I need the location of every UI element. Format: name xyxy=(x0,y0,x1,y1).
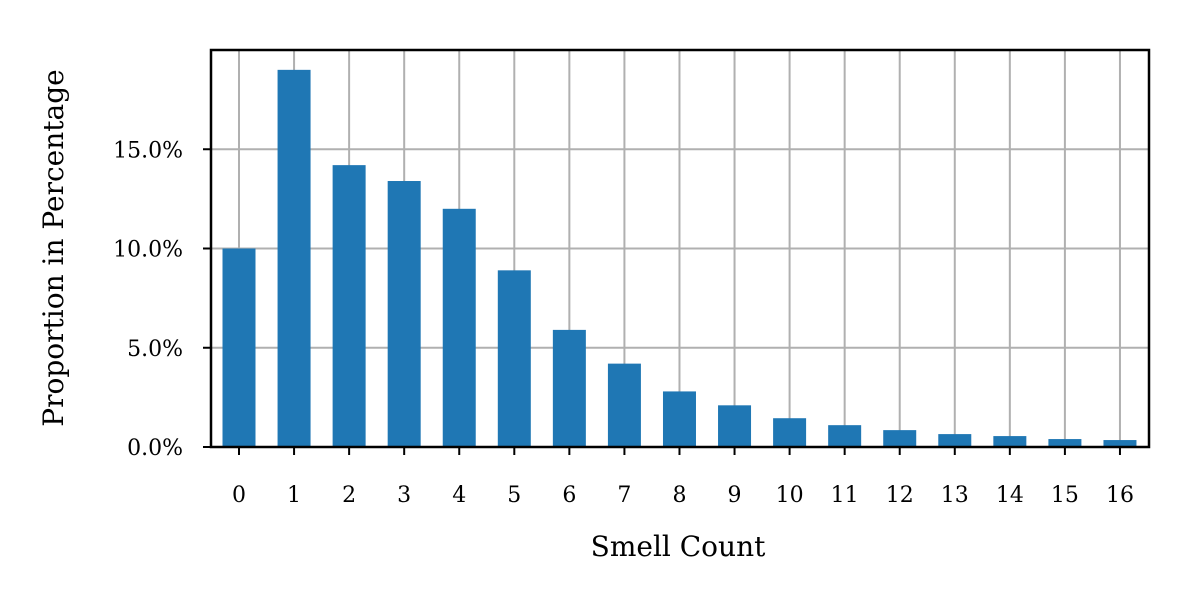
x-tick-label: 0 xyxy=(232,483,246,508)
x-tick-label: 12 xyxy=(886,483,914,508)
bar-1 xyxy=(277,69,311,447)
bar-11 xyxy=(828,425,862,447)
bar-2 xyxy=(332,165,366,447)
y-axis-label: Proportion in Percentage xyxy=(37,69,70,426)
bar-10 xyxy=(773,418,807,447)
x-tick-label: 13 xyxy=(941,483,969,508)
bar-4 xyxy=(442,208,476,447)
x-tick-label: 8 xyxy=(672,483,686,508)
bar-13 xyxy=(938,434,972,447)
bars xyxy=(222,69,1137,447)
bar-5 xyxy=(497,270,531,447)
x-tick-label: 1 xyxy=(287,483,301,508)
x-tick-label: 10 xyxy=(776,483,804,508)
x-tick-label: 4 xyxy=(452,483,466,508)
y-tick-label: 15.0% xyxy=(113,138,183,163)
ticks: 0 1 2 3 4 5 6 7 8 9 10 11 12 13 14 15 160.0%5.0%10.0%15.… xyxy=(113,138,1134,508)
x-tick-label: 3 xyxy=(397,483,411,508)
y-tick-label: 0.0% xyxy=(127,436,183,461)
x-axis-label: Smell Count xyxy=(591,530,766,563)
y-tick-label: 5.0% xyxy=(127,337,183,362)
bar-9 xyxy=(718,405,752,447)
x-tick-label: 2 xyxy=(342,483,356,508)
x-tick-label: 6 xyxy=(562,483,576,508)
x-tick-label: 11 xyxy=(831,483,859,508)
bar-12 xyxy=(883,430,917,447)
x-tick-label: 14 xyxy=(996,483,1024,508)
x-tick-label: 5 xyxy=(507,483,521,508)
bar-7 xyxy=(607,363,641,447)
x-tick-label: 15 xyxy=(1051,483,1079,508)
bar-6 xyxy=(552,329,586,447)
x-tick-label: 16 xyxy=(1106,483,1134,508)
bar-14 xyxy=(993,436,1027,447)
y-tick-label: 10.0% xyxy=(113,238,183,263)
bar-3 xyxy=(387,181,421,447)
bar-0 xyxy=(222,248,256,447)
x-tick-label: 7 xyxy=(617,483,631,508)
x-tick-label: 9 xyxy=(728,483,742,508)
bar-8 xyxy=(662,391,696,447)
bar-16 xyxy=(1103,440,1137,447)
bar-15 xyxy=(1048,439,1082,447)
